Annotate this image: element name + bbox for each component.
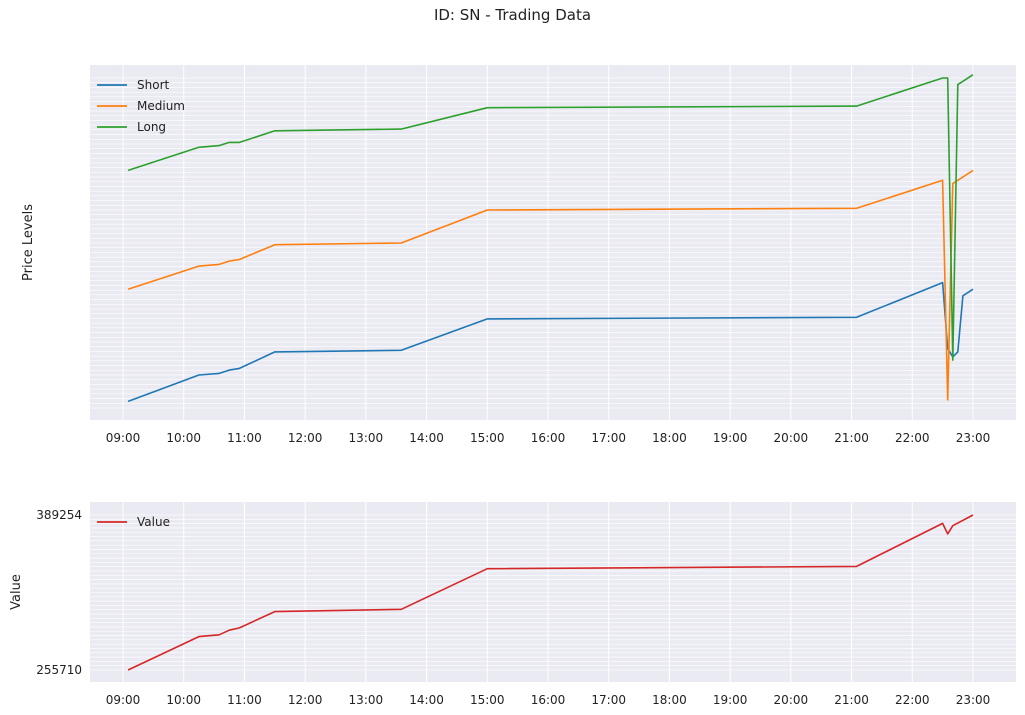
x-tick-label: 20:00 [774,693,809,707]
x-tick-label: 18:00 [652,693,687,707]
x-tick-label: 11:00 [227,431,262,445]
x-tick-label: 12:00 [288,693,323,707]
y-axis-label: Value [9,574,24,610]
x-tick-label: 22:00 [895,693,930,707]
series-line-short [127,281,974,403]
x-tick-label: 14:00 [409,431,444,445]
chart-title: ID: SN - Trading Data [433,6,592,24]
x-tick-label: 18:00 [652,431,687,445]
series-line-long [127,74,974,361]
x-tick-label: 15:00 [470,693,505,707]
x-tick-label: 23:00 [956,431,991,445]
x-tick-label: 16:00 [531,431,566,445]
x-tick-label: 17:00 [591,693,626,707]
panel-2: 09:00 10:00 11:00 12:00 13:00 14:00 15:00 16:00… [9,502,1016,707]
x-tick-label: 13:00 [349,693,384,707]
y-tick-label: 389254 [36,508,82,522]
x-tick-label: 21:00 [834,431,869,445]
y-axis-label: Price Levels [21,204,36,281]
x-tick-label: 10:00 [166,693,201,707]
y-tick-label: 255710 [36,663,82,677]
x-tick-label: 22:00 [895,431,930,445]
x-tick-label: 15:00 [470,431,505,445]
series-line-value [127,514,974,671]
legend-label: Medium [137,99,185,113]
x-tick-label: 19:00 [713,431,748,445]
x-tick-label: 14:00 [409,693,444,707]
x-tick-label: 21:00 [834,693,869,707]
x-tick-label: 12:00 [288,431,323,445]
x-tick-label: 17:00 [591,431,626,445]
legend-label: Short [137,78,169,92]
x-tick-label: 09:00 [106,693,141,707]
x-tick-label: 11:00 [227,693,262,707]
plot-area [90,502,1016,682]
legend-label: Long [137,120,166,134]
x-tick-label: 09:00 [106,431,141,445]
x-tick-label: 10:00 [166,431,201,445]
x-tick-label: 19:00 [713,693,748,707]
panel-1: 09:00 10:00 11:00 12:00 13:00 14:00 15:00 16:00… [21,65,1016,445]
x-tick-label: 16:00 [531,693,566,707]
x-tick-label: 23:00 [956,693,991,707]
x-tick-label: 13:00 [349,431,384,445]
x-tick-label: 20:00 [774,431,809,445]
legend-label: Value [137,515,170,529]
plot-area [90,65,1016,420]
